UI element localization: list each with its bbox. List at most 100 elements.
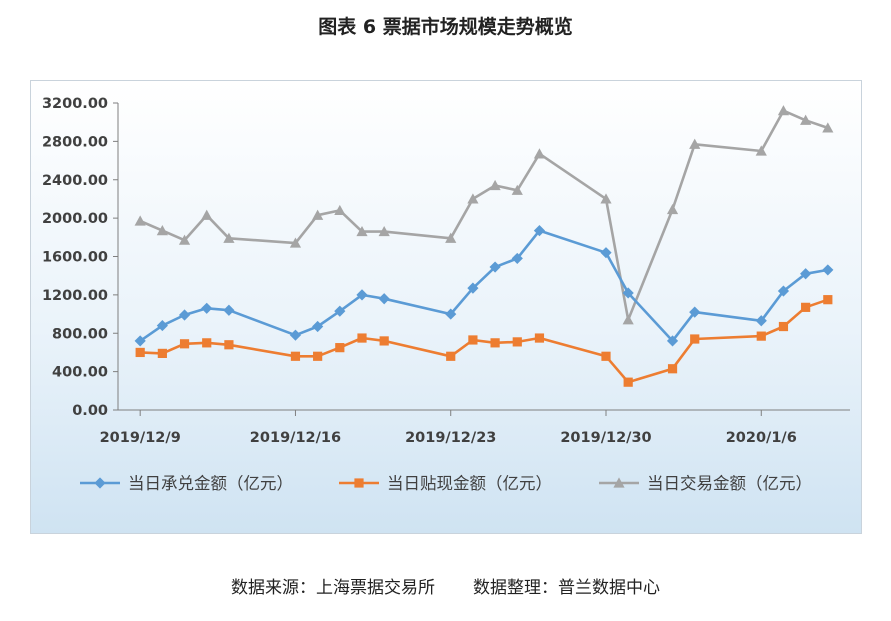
data-point <box>223 304 235 316</box>
data-point <box>201 302 213 314</box>
data-point <box>600 193 612 204</box>
data-point <box>489 261 501 273</box>
data-point <box>223 232 235 243</box>
data-point <box>690 334 700 344</box>
series-diamond <box>134 224 834 347</box>
data-point <box>534 333 545 343</box>
data-point <box>512 337 522 347</box>
data-point <box>601 351 611 361</box>
axes: 0.00 400.00 800.00 1200.00 1600.00 2000.00 240… <box>42 96 850 446</box>
data-point <box>777 105 790 116</box>
y-tick-label: 0.00 <box>72 403 108 419</box>
series-layer <box>134 105 834 387</box>
series-line <box>140 298 829 384</box>
data-compiler: 数据整理：普兰数据中心 <box>473 578 660 598</box>
x-tick-label: 2019/12/30 <box>560 430 651 446</box>
data-point <box>201 209 213 220</box>
y-tick-label: 400.00 <box>52 365 108 381</box>
data-point <box>135 347 145 358</box>
x-tick-label: 2019/12/9 <box>100 430 181 446</box>
legend: 当日承兑金额（亿元） 当日贴现金额（亿元） 当日交易金额（亿元） <box>80 474 812 493</box>
data-point <box>357 333 367 343</box>
y-tick-label: 2800.00 <box>42 134 108 150</box>
data-point <box>489 179 501 191</box>
data-point <box>334 204 346 216</box>
y-tick-label: 1600.00 <box>42 250 108 266</box>
data-point <box>446 351 456 361</box>
data-point <box>800 114 812 125</box>
x-tick-label: 2019/12/16 <box>250 430 341 446</box>
x-tick-label: 2019/12/23 <box>405 430 496 446</box>
data-point <box>356 289 368 301</box>
data-point <box>800 268 812 280</box>
data-point <box>801 302 811 312</box>
legend-item: 当日承兑金额（亿元） <box>80 474 293 493</box>
series-square <box>135 295 833 387</box>
chart-panel <box>30 80 862 534</box>
data-point <box>666 203 679 215</box>
data-point <box>378 293 390 305</box>
data-point <box>378 225 390 237</box>
data-point <box>178 234 191 245</box>
data-point <box>468 335 478 345</box>
series-triangle <box>134 105 834 325</box>
data-point <box>822 122 834 133</box>
data-point <box>334 305 346 317</box>
data-point <box>755 145 767 156</box>
data-point <box>467 193 479 204</box>
legend-item: 当日交易金额（亿元） <box>599 474 812 493</box>
data-point <box>778 321 789 332</box>
y-tick-label: 3200.00 <box>42 96 108 112</box>
data-point <box>511 252 523 265</box>
chart-title: 图表 6 票据市场规模走势概览 <box>318 16 573 38</box>
legend-label: 当日贴现金额（亿元） <box>387 474 552 493</box>
data-point <box>467 282 479 294</box>
data-point <box>622 287 634 299</box>
data-point <box>179 339 190 349</box>
data-point <box>379 336 389 346</box>
data-point <box>667 364 678 374</box>
data-point <box>134 215 146 226</box>
source-note: 数据来源：上海票据交易所 数据整理：普兰数据中心 <box>0 573 891 598</box>
series-line <box>139 109 829 322</box>
data-point <box>533 148 546 159</box>
legend-item: 当日贴现金额（亿元） <box>339 474 552 493</box>
y-tick-label: 2400.00 <box>42 173 108 189</box>
data-point <box>224 340 234 350</box>
data-point <box>490 338 500 348</box>
y-tick-label: 1200.00 <box>42 288 108 304</box>
data-point <box>157 348 167 358</box>
legend-label: 当日承兑金额（亿元） <box>128 474 293 493</box>
data-point <box>312 320 324 333</box>
data-point <box>289 329 302 341</box>
data-point <box>823 295 833 305</box>
data-point <box>689 306 701 318</box>
data-point <box>202 338 212 348</box>
x-tick-label: 2020/1/6 <box>726 430 797 446</box>
data-point <box>356 225 368 237</box>
legend-label: 当日交易金额（亿元） <box>647 474 812 493</box>
data-point <box>445 308 457 320</box>
data-point <box>290 351 301 361</box>
data-point <box>313 351 323 361</box>
data-point <box>335 343 345 353</box>
data-point <box>755 315 767 327</box>
data-point <box>445 232 457 243</box>
series-line <box>139 229 829 343</box>
data-point <box>134 335 146 347</box>
data-point <box>613 477 625 488</box>
data-point <box>156 319 168 332</box>
data-source: 数据来源：上海票据交易所 <box>231 578 435 598</box>
data-point <box>622 314 634 325</box>
data-point <box>178 309 191 321</box>
data-point <box>511 184 523 195</box>
data-point <box>156 224 168 236</box>
data-point <box>354 478 364 488</box>
data-point <box>623 377 633 387</box>
data-point <box>94 477 106 489</box>
data-point <box>689 138 701 149</box>
data-point <box>312 209 324 220</box>
y-tick-label: 2000.00 <box>42 211 108 227</box>
data-point <box>756 331 766 341</box>
data-point <box>289 237 302 248</box>
